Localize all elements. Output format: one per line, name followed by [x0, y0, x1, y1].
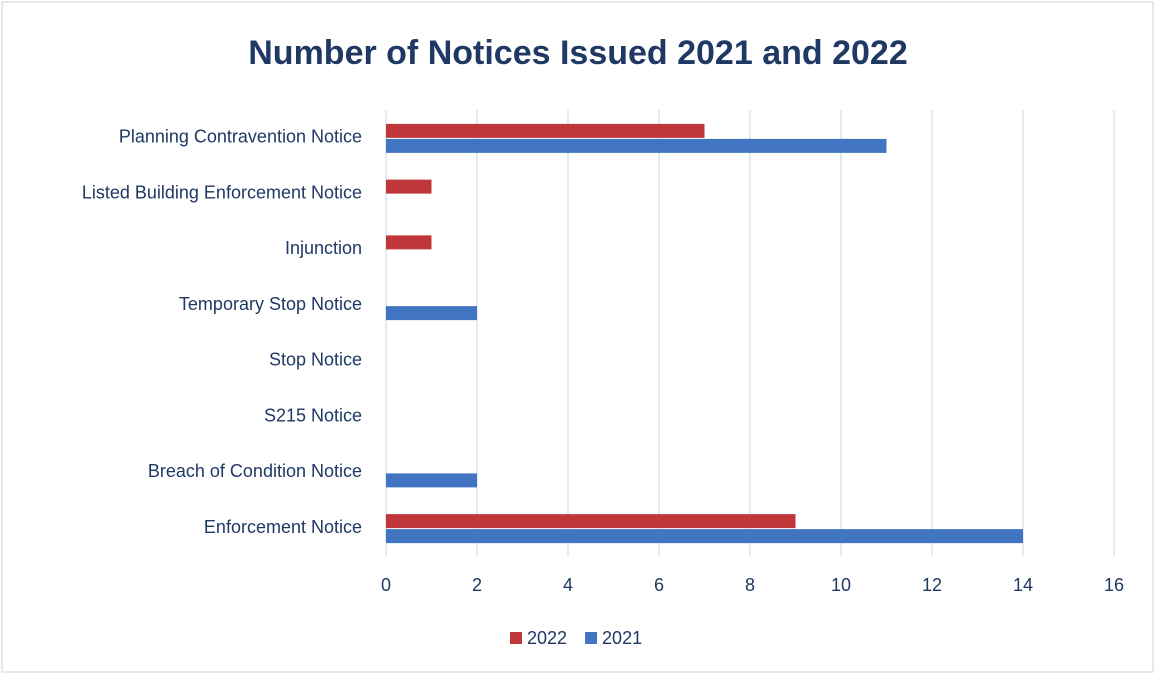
x-tick-label: 2 — [472, 575, 482, 595]
x-tick-label: 12 — [922, 575, 942, 595]
bar — [386, 123, 705, 138]
y-tick-label: Breach of Condition Notice — [148, 461, 362, 481]
bar — [386, 179, 432, 194]
bar — [386, 473, 477, 488]
x-tick-label: 0 — [381, 575, 391, 595]
bar — [386, 306, 477, 321]
y-tick-label: Planning Contravention Notice — [119, 127, 362, 147]
x-tick-label: 14 — [1013, 575, 1033, 595]
legend-swatch — [510, 632, 522, 644]
y-tick-label: Enforcement Notice — [204, 517, 362, 537]
x-tick-label: 4 — [563, 575, 573, 595]
chart-title: Number of Notices Issued 2021 and 2022 — [248, 34, 907, 72]
x-tick-label: 6 — [654, 575, 664, 595]
legend-label: 2021 — [602, 628, 642, 648]
bar — [386, 138, 887, 153]
legend-swatch — [585, 632, 598, 644]
y-tick-label: Listed Building Enforcement Notice — [82, 182, 362, 202]
bar — [386, 514, 796, 529]
bar — [386, 529, 1023, 544]
x-tick-label: 16 — [1104, 575, 1124, 595]
x-tick-label: 8 — [745, 575, 755, 595]
y-tick-label: Stop Notice — [269, 350, 362, 370]
legend-label: 2022 — [527, 628, 567, 648]
y-tick-label: Injunction — [285, 238, 362, 258]
y-tick-label: S215 Notice — [264, 405, 362, 425]
y-tick-label: Temporary Stop Notice — [179, 294, 362, 314]
x-tick-label: 10 — [831, 575, 851, 595]
bar — [386, 235, 432, 250]
